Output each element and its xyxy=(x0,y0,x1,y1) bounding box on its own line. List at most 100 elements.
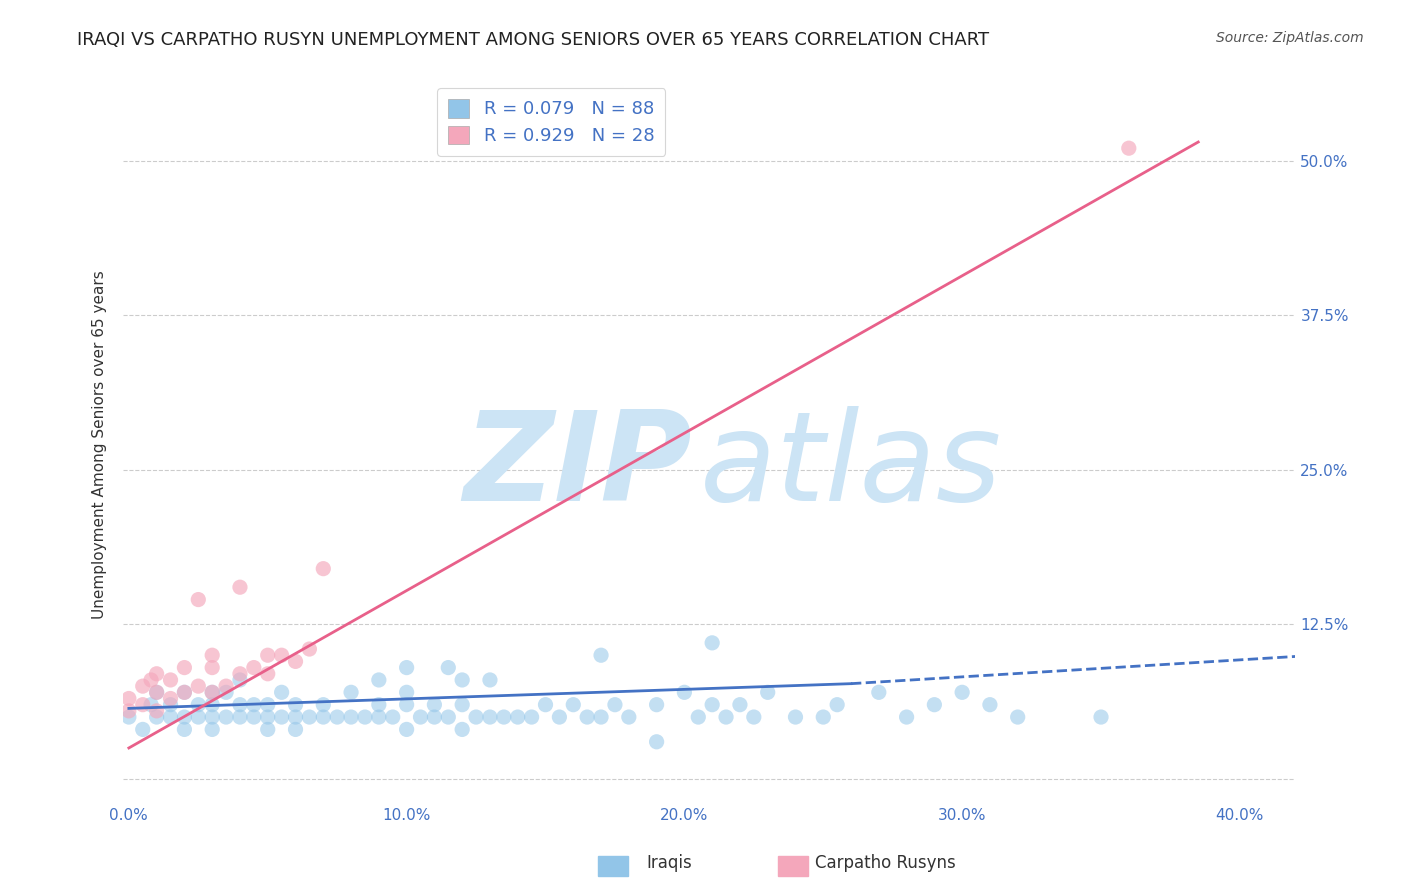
Point xyxy=(1090,710,1112,724)
Point xyxy=(825,698,848,712)
Point xyxy=(229,580,252,594)
Text: Source: ZipAtlas.com: Source: ZipAtlas.com xyxy=(1216,31,1364,45)
Point xyxy=(367,710,389,724)
Point xyxy=(243,660,266,674)
Point xyxy=(187,710,209,724)
Point xyxy=(256,710,278,724)
Point xyxy=(201,685,224,699)
Point xyxy=(187,592,209,607)
Point xyxy=(478,710,501,724)
Point xyxy=(465,710,488,724)
Point xyxy=(381,710,404,724)
Point xyxy=(478,673,501,687)
Point xyxy=(534,698,557,712)
Point xyxy=(868,685,890,699)
Point xyxy=(562,698,585,712)
Point xyxy=(979,698,1001,712)
Text: IRAQI VS CARPATHO RUSYN UNEMPLOYMENT AMONG SENIORS OVER 65 YEARS CORRELATION CHA: IRAQI VS CARPATHO RUSYN UNEMPLOYMENT AMO… xyxy=(77,31,990,49)
Text: ZIP: ZIP xyxy=(463,406,692,527)
Point xyxy=(159,691,181,706)
Point xyxy=(159,673,181,687)
Point xyxy=(132,679,155,693)
Point xyxy=(409,710,432,724)
Point xyxy=(603,698,626,712)
Point xyxy=(256,723,278,737)
Point xyxy=(173,723,195,737)
Point xyxy=(256,698,278,712)
Point xyxy=(395,698,418,712)
Point xyxy=(298,710,321,724)
Point xyxy=(714,710,737,724)
Point xyxy=(256,648,278,663)
Point xyxy=(367,673,389,687)
Point xyxy=(340,710,363,724)
Point xyxy=(201,648,224,663)
Point xyxy=(118,691,141,706)
Point xyxy=(728,698,751,712)
Point xyxy=(270,710,292,724)
Point xyxy=(132,723,155,737)
Point xyxy=(395,723,418,737)
Point xyxy=(145,666,167,681)
Point xyxy=(229,673,252,687)
Point xyxy=(492,710,515,724)
Point xyxy=(284,654,307,668)
Point xyxy=(437,660,460,674)
Point xyxy=(548,710,571,724)
Point xyxy=(395,685,418,699)
Point xyxy=(451,723,474,737)
Legend: R = 0.079   N = 88, R = 0.929   N = 28: R = 0.079 N = 88, R = 0.929 N = 28 xyxy=(437,88,665,156)
Point xyxy=(312,698,335,712)
Point xyxy=(896,710,918,724)
Point xyxy=(423,698,446,712)
Point xyxy=(589,648,612,663)
Point xyxy=(229,666,252,681)
Point xyxy=(229,698,252,712)
Point xyxy=(354,710,377,724)
Point xyxy=(145,685,167,699)
Point xyxy=(243,710,266,724)
Text: Iraqis: Iraqis xyxy=(647,855,693,872)
Point xyxy=(423,710,446,724)
Point xyxy=(451,673,474,687)
Point xyxy=(270,648,292,663)
Y-axis label: Unemployment Among Seniors over 65 years: Unemployment Among Seniors over 65 years xyxy=(93,270,107,619)
Point xyxy=(173,685,195,699)
Point xyxy=(617,710,640,724)
Point xyxy=(688,710,710,724)
Point xyxy=(270,685,292,699)
Point xyxy=(284,698,307,712)
Point xyxy=(451,698,474,712)
Point xyxy=(145,704,167,718)
Point xyxy=(201,685,224,699)
Point xyxy=(215,679,238,693)
Point xyxy=(298,642,321,657)
Point xyxy=(187,698,209,712)
Point xyxy=(118,704,141,718)
Point xyxy=(395,660,418,674)
Point xyxy=(673,685,696,699)
Point xyxy=(645,698,668,712)
Point xyxy=(284,723,307,737)
Point xyxy=(139,698,162,712)
Point xyxy=(1007,710,1029,724)
Point xyxy=(437,710,460,724)
Text: atlas: atlas xyxy=(700,406,1002,527)
Point xyxy=(785,710,807,724)
Point xyxy=(145,685,167,699)
Point xyxy=(243,698,266,712)
Point xyxy=(312,710,335,724)
Point xyxy=(367,698,389,712)
Point xyxy=(645,735,668,749)
Point xyxy=(201,660,224,674)
Point xyxy=(201,698,224,712)
Point xyxy=(924,698,946,712)
Point xyxy=(173,685,195,699)
Point xyxy=(742,710,765,724)
Point xyxy=(950,685,973,699)
Point xyxy=(118,710,141,724)
Point xyxy=(159,710,181,724)
Point xyxy=(576,710,599,724)
Point xyxy=(201,710,224,724)
Point xyxy=(215,710,238,724)
